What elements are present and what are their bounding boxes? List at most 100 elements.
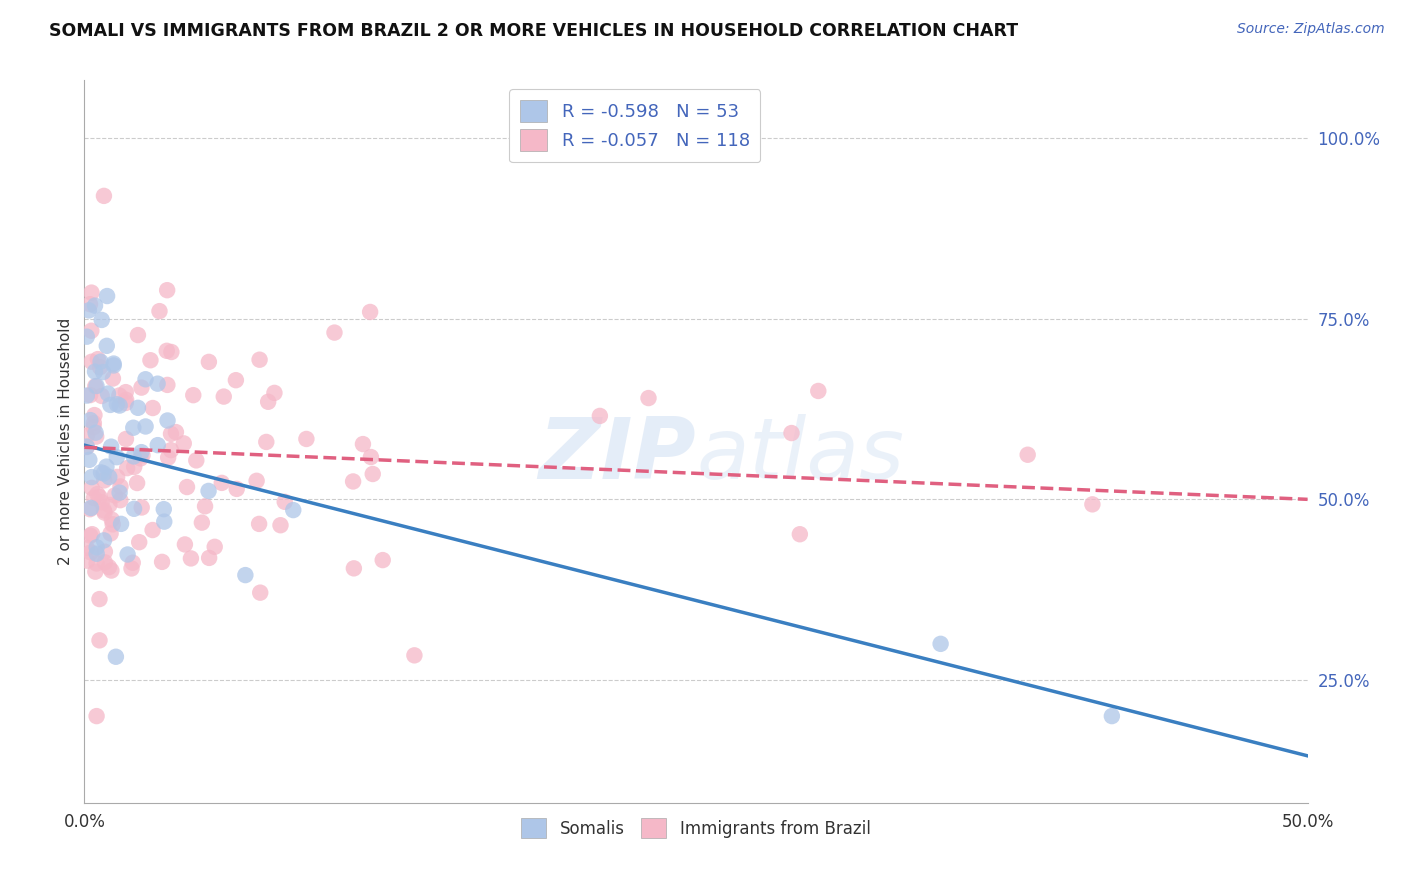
Point: [89, 592, 111, 607]
Point: [86, 557, 108, 571]
Point: [79, 502, 101, 516]
Point: [257, 394, 280, 409]
Point: [76, 428, 98, 442]
Point: [80, 285, 103, 300]
Point: [122, 459, 145, 474]
Point: [115, 461, 138, 475]
Point: [80, 500, 103, 515]
Point: [108, 485, 131, 500]
Point: [98, 470, 121, 484]
Point: [150, 555, 173, 569]
Point: [77, 303, 100, 318]
Point: [152, 502, 174, 516]
Point: [929, 637, 952, 651]
Point: [104, 649, 127, 664]
Point: [131, 448, 153, 462]
Point: [122, 501, 145, 516]
Point: [110, 479, 132, 493]
Point: [343, 561, 366, 575]
Point: [135, 419, 157, 434]
Point: [84, 565, 107, 579]
Point: [90, 389, 112, 403]
Point: [94, 544, 117, 558]
Point: [86, 379, 108, 393]
Point: [114, 396, 136, 410]
Point: [352, 437, 374, 451]
Point: [86, 541, 108, 555]
Point: [76, 554, 98, 568]
Point: [94, 555, 117, 569]
Text: ZIP: ZIP: [538, 415, 696, 498]
Point: [79, 528, 101, 542]
Point: [127, 328, 149, 343]
Point: [105, 450, 128, 465]
Point: [93, 474, 115, 488]
Point: [1101, 709, 1123, 723]
Point: [80, 481, 103, 495]
Point: [80, 545, 103, 559]
Point: [90, 313, 112, 327]
Point: [101, 513, 124, 527]
Point: [589, 409, 612, 423]
Point: [121, 556, 143, 570]
Point: [98, 398, 121, 412]
Point: [84, 299, 107, 313]
Point: [153, 515, 176, 529]
Point: [93, 467, 115, 481]
Point: [194, 500, 217, 514]
Point: [146, 438, 169, 452]
Point: [83, 416, 105, 430]
Point: [100, 564, 122, 578]
Point: [104, 488, 127, 502]
Point: [76, 541, 98, 555]
Point: [176, 480, 198, 494]
Point: [89, 490, 111, 504]
Y-axis label: 2 or more Vehicles in Household: 2 or more Vehicles in Household: [58, 318, 73, 566]
Point: [212, 390, 235, 404]
Point: [89, 633, 111, 648]
Point: [93, 189, 115, 203]
Point: [101, 517, 124, 532]
Point: [80, 324, 103, 338]
Point: [780, 425, 803, 440]
Point: [156, 413, 179, 427]
Point: [131, 381, 153, 395]
Point: [146, 376, 169, 391]
Point: [87, 352, 110, 367]
Point: [156, 283, 179, 297]
Point: [122, 421, 145, 435]
Text: Source: ZipAtlas.com: Source: ZipAtlas.com: [1237, 22, 1385, 37]
Point: [181, 388, 204, 402]
Point: [79, 413, 101, 427]
Point: [100, 526, 122, 541]
Text: atlas: atlas: [696, 415, 904, 498]
Point: [97, 560, 120, 574]
Point: [295, 432, 318, 446]
Point: [114, 385, 136, 400]
Point: [98, 498, 121, 512]
Point: [269, 518, 291, 533]
Legend: Somalis, Immigrants from Brazil: Somalis, Immigrants from Brazil: [515, 812, 877, 845]
Point: [160, 345, 183, 359]
Point: [274, 495, 297, 509]
Point: [91, 365, 114, 379]
Point: [110, 493, 132, 508]
Point: [160, 443, 183, 458]
Point: [789, 527, 811, 541]
Point: [204, 540, 226, 554]
Point: [165, 425, 187, 439]
Point: [139, 353, 162, 368]
Point: [1017, 448, 1039, 462]
Point: [86, 547, 108, 561]
Point: [186, 453, 208, 467]
Point: [160, 426, 183, 441]
Point: [225, 482, 247, 496]
Point: [156, 378, 179, 392]
Point: [105, 470, 128, 484]
Point: [83, 408, 105, 422]
Point: [83, 491, 105, 505]
Point: [371, 553, 394, 567]
Point: [807, 384, 830, 398]
Point: [1081, 497, 1104, 511]
Point: [93, 533, 115, 548]
